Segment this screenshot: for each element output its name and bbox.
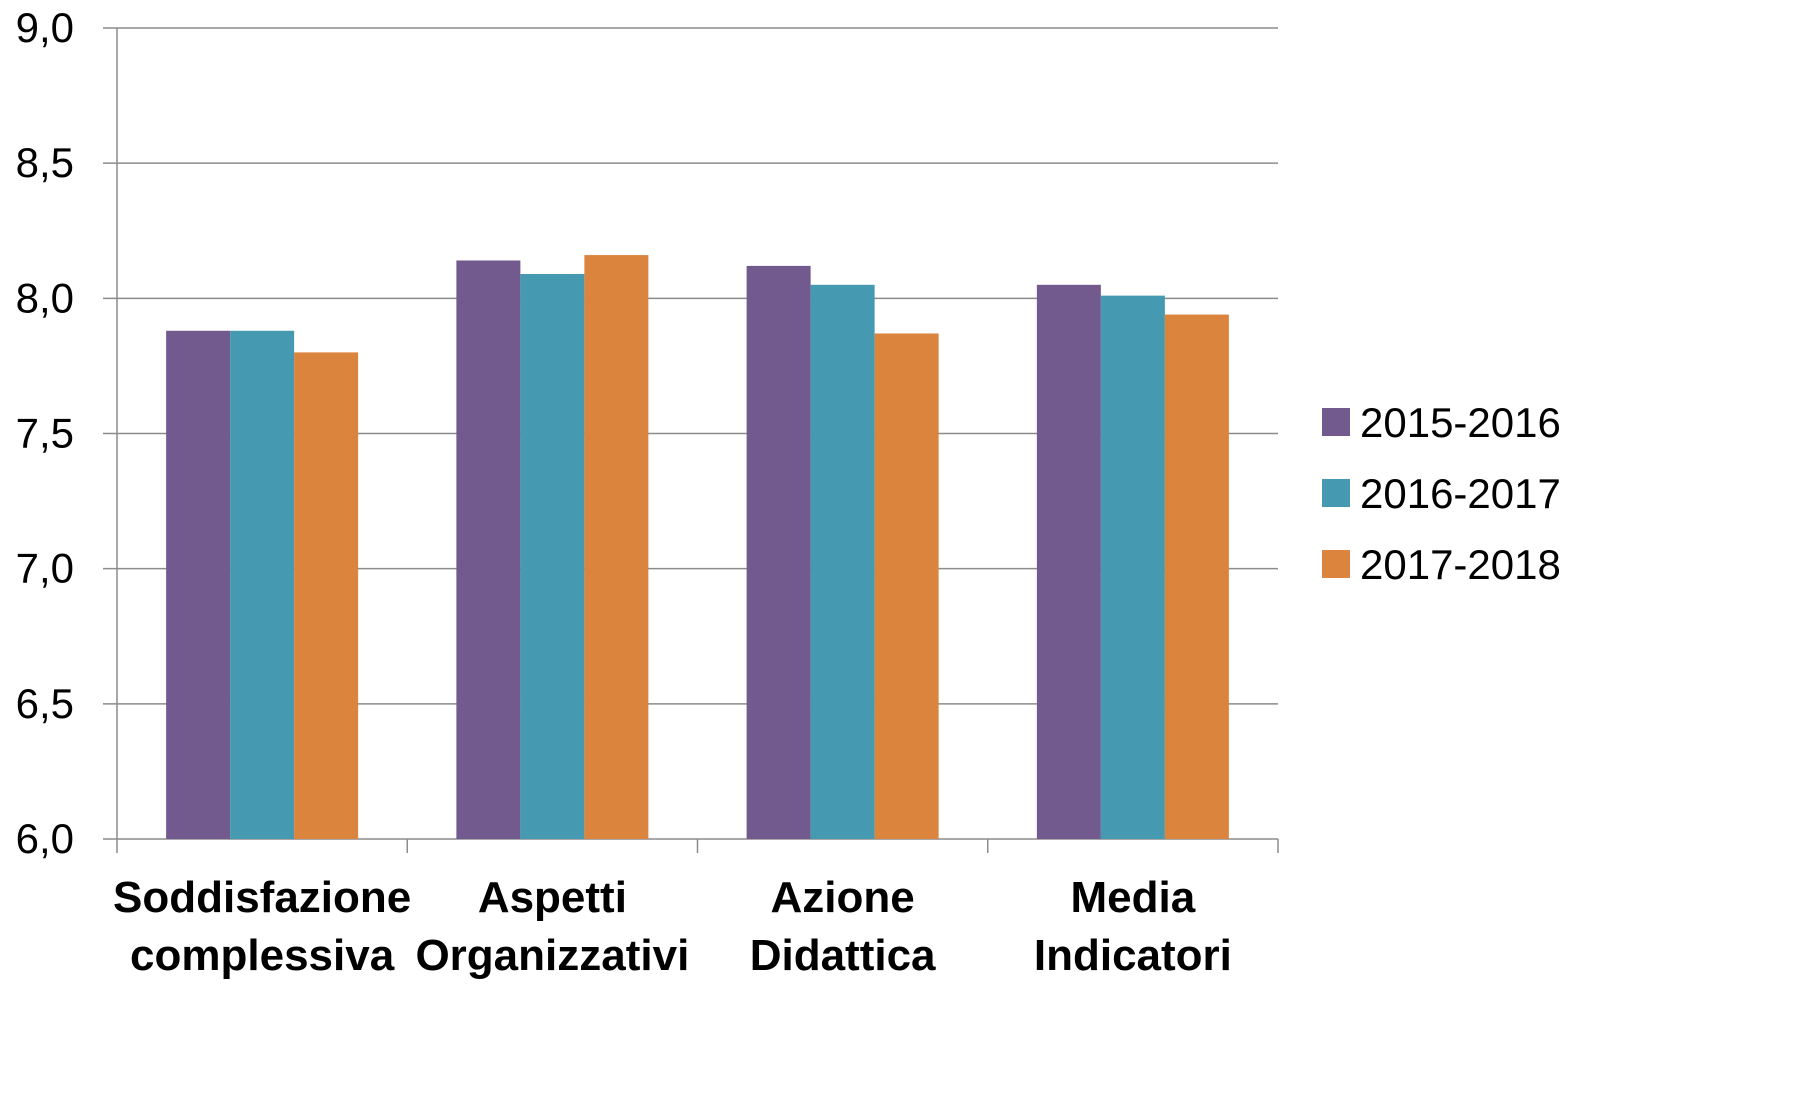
- legend-label: 2015-2016: [1360, 399, 1561, 446]
- x-category-label: Didattica: [750, 931, 936, 980]
- y-tick-label: 9,0: [16, 4, 74, 51]
- bar-2017-2018-media-indicatori: [1164, 314, 1229, 839]
- bar-2017-2018-azione-didattica: [874, 333, 939, 839]
- legend-label: 2017-2018: [1360, 541, 1561, 588]
- bars: [166, 255, 1229, 840]
- bar-2016-2017-azione-didattica: [810, 284, 875, 840]
- bar-2015-2016-media-indicatori: [1036, 284, 1101, 840]
- bar-2017-2018-aspetti-organizzativi: [584, 255, 649, 839]
- bar-2016-2017-aspetti-organizzativi: [520, 274, 585, 840]
- y-tick-label: 8,5: [16, 139, 74, 186]
- bar-2015-2016-aspetti-organizzativi: [456, 260, 521, 839]
- y-tick-label: 7,0: [16, 545, 74, 592]
- legend-swatch: [1322, 408, 1350, 436]
- bar-2015-2016-azione-didattica: [746, 265, 811, 840]
- legend-swatch: [1322, 479, 1350, 507]
- legend-swatch: [1322, 550, 1350, 578]
- bar-2017-2018-soddisfazione-complessiva: [294, 352, 359, 839]
- bar-2016-2017-soddisfazione-complessiva: [230, 330, 295, 839]
- y-tick-label: 6,5: [16, 680, 74, 727]
- legend: 2015-2016 2016-2017 2017-2018: [1322, 399, 1561, 588]
- legend-label: 2016-2017: [1360, 470, 1561, 517]
- x-category-label: Indicatori: [1034, 931, 1232, 980]
- x-category-label: Media: [1071, 873, 1196, 922]
- y-tick-label: 8,0: [16, 274, 74, 321]
- bar-2016-2017-media-indicatori: [1100, 295, 1165, 839]
- x-category-label: complessiva: [130, 931, 395, 980]
- bar-2015-2016-soddisfazione-complessiva: [166, 330, 231, 839]
- x-category-label: Aspetti: [478, 873, 627, 922]
- y-tick-label: 7,5: [16, 410, 74, 457]
- x-category-label: Soddisfazione: [113, 873, 411, 922]
- x-category-label: Organizzativi: [415, 931, 689, 980]
- y-tick-label: 6,0: [16, 815, 74, 862]
- x-axis-categories: Soddisfazione complessiva Aspetti Organizza…: [113, 873, 1232, 980]
- y-axis-ticks: 6,0 6,5 7,0 7,5 8,0 8,5 9,0: [16, 4, 74, 862]
- x-category-label: Azione: [771, 873, 915, 922]
